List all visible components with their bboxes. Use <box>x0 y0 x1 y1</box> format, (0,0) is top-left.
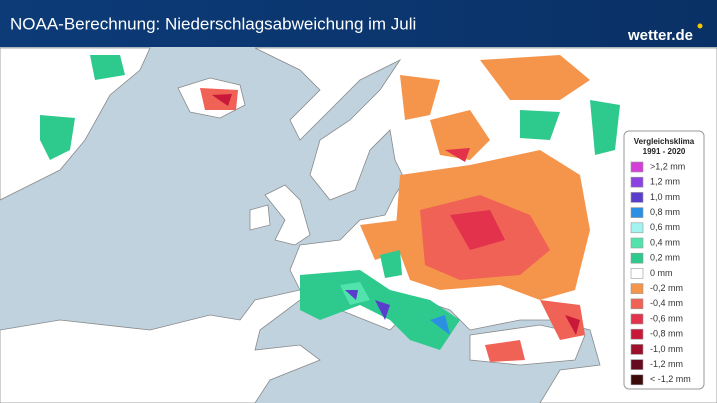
legend-label: -0,4 mm <box>650 298 683 308</box>
legend-swatch <box>630 252 644 264</box>
legend-label: 0,2 mm <box>650 253 680 263</box>
legend-label: 0,6 mm <box>650 222 680 232</box>
legend-label: 0,4 mm <box>650 237 680 247</box>
legend-swatch <box>630 222 644 234</box>
legend-swatch <box>630 298 644 310</box>
legend-label: -0,6 mm <box>650 313 683 323</box>
legend-swatch <box>630 344 644 355</box>
legend-box <box>623 130 705 390</box>
legend-swatch <box>630 359 644 370</box>
logo: wetter.de <box>627 27 693 44</box>
logo-dot <box>697 23 703 29</box>
legend-label: 1,2 mm <box>650 177 680 187</box>
legend-items: >1,2 mm 1,2 mm 1,0 mm 0,8 mm 0,6 mm 0,4 mm 0,2… <box>630 161 691 386</box>
legend-label: -0,8 mm <box>650 329 683 339</box>
legend-subtitle: 1991 - 2020 <box>643 147 686 156</box>
legend-label: < -1,2 mm <box>650 374 691 384</box>
legend-title: Vergleichsklima <box>634 137 695 146</box>
legend-label: -0,2 mm <box>650 283 683 293</box>
header-title: NOAA-Berechnung: Niederschlagsabweichung… <box>10 14 416 33</box>
legend-swatch <box>630 328 644 340</box>
legend-swatch <box>630 313 644 325</box>
legend-swatch <box>630 237 644 249</box>
legend-label: 1,0 mm <box>650 192 680 202</box>
legend-swatch <box>630 192 644 203</box>
legend-label: >1,2 mm <box>650 161 685 171</box>
legend-swatch <box>630 268 644 279</box>
legend-swatch <box>630 207 644 218</box>
header-bar <box>0 0 717 47</box>
legend-swatch <box>630 374 644 386</box>
legend-swatch <box>630 283 644 294</box>
legend-swatch <box>630 161 644 173</box>
legend-label: 0 mm <box>650 268 673 278</box>
legend-label: -1,0 mm <box>650 344 683 354</box>
legend-swatch <box>630 176 644 188</box>
precipitation-areas <box>40 55 620 362</box>
legend-label: -1,2 mm <box>650 359 683 369</box>
legend-label: 0,8 mm <box>650 207 680 217</box>
